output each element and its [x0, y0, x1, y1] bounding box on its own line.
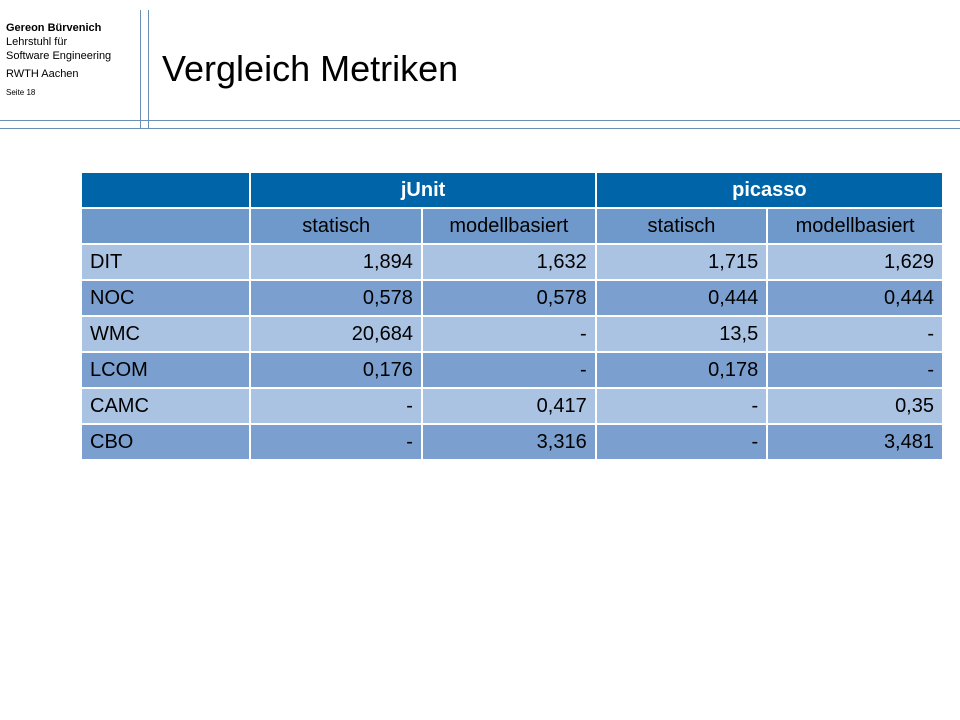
vertical-rule: [140, 10, 141, 128]
table-corner-cell: [79, 171, 252, 209]
metric-value: -: [249, 423, 423, 461]
metric-value: -: [594, 387, 769, 425]
metric-value: 0,444: [766, 279, 944, 317]
metric-value: 13,5: [594, 315, 769, 353]
slide-title: Vergleich Metriken: [162, 48, 459, 89]
page-number: Seite 18: [6, 88, 36, 97]
subheader-picasso-model: modellbasiert: [766, 207, 944, 245]
horizontal-rule: [0, 120, 960, 121]
metric-value: 0,444: [594, 279, 769, 317]
metric-value: 0,35: [766, 387, 944, 425]
metric-value: 1,629: [766, 243, 944, 281]
author-name: Gereon Bürvenich: [6, 22, 102, 34]
institute-line-1: Lehrstuhl für: [6, 35, 68, 48]
metric-label: CBO: [79, 423, 252, 461]
metric-label: DIT: [79, 243, 252, 281]
group-header-junit: jUnit: [249, 171, 597, 209]
header-info: Gereon Bürvenich Lehrstuhl für Software …: [6, 22, 144, 98]
vertical-rule: [148, 10, 149, 128]
subheader-picasso-static: statisch: [594, 207, 769, 245]
metric-value: 0,176: [249, 351, 423, 389]
table-row: CBO - 3,316 - 3,481: [79, 423, 944, 461]
metrics-table: jUnit picasso statisch modellbasiert sta…: [79, 171, 945, 461]
metric-value: -: [420, 351, 597, 389]
metric-label: CAMC: [79, 387, 252, 425]
metric-value: 0,578: [420, 279, 597, 317]
metric-value: 0,417: [420, 387, 597, 425]
metric-value: -: [420, 315, 597, 353]
metric-label: WMC: [79, 315, 252, 353]
subheader-corner-cell: [79, 207, 252, 245]
metric-value: -: [249, 387, 423, 425]
metric-label: NOC: [79, 279, 252, 317]
university-name: RWTH Aachen: [6, 68, 79, 81]
metric-value: 1,632: [420, 243, 597, 281]
table-row: DIT 1,894 1,632 1,715 1,629: [79, 243, 944, 281]
subheader-junit-model: modellbasiert: [420, 207, 597, 245]
horizontal-rule: [0, 128, 960, 129]
metric-value: 3,316: [420, 423, 597, 461]
metric-label: LCOM: [79, 351, 252, 389]
metric-value: 0,578: [249, 279, 423, 317]
table-row: LCOM 0,176 - 0,178 -: [79, 351, 944, 389]
table-row: CAMC - 0,417 - 0,35: [79, 387, 944, 425]
subheader-junit-static: statisch: [249, 207, 423, 245]
table-row: NOC 0,578 0,578 0,444 0,444: [79, 279, 944, 317]
institute-line-2: Software Engineering: [6, 49, 112, 62]
metric-value: 20,684: [249, 315, 423, 353]
metric-value: -: [766, 315, 944, 353]
table-row: WMC 20,684 - 13,5 -: [79, 315, 944, 353]
metric-value: -: [594, 423, 769, 461]
group-header-picasso: picasso: [594, 171, 945, 209]
metric-value: 0,178: [594, 351, 769, 389]
metric-value: 1,715: [594, 243, 769, 281]
metric-value: 1,894: [249, 243, 423, 281]
metric-value: 3,481: [766, 423, 944, 461]
metric-value: -: [766, 351, 944, 389]
